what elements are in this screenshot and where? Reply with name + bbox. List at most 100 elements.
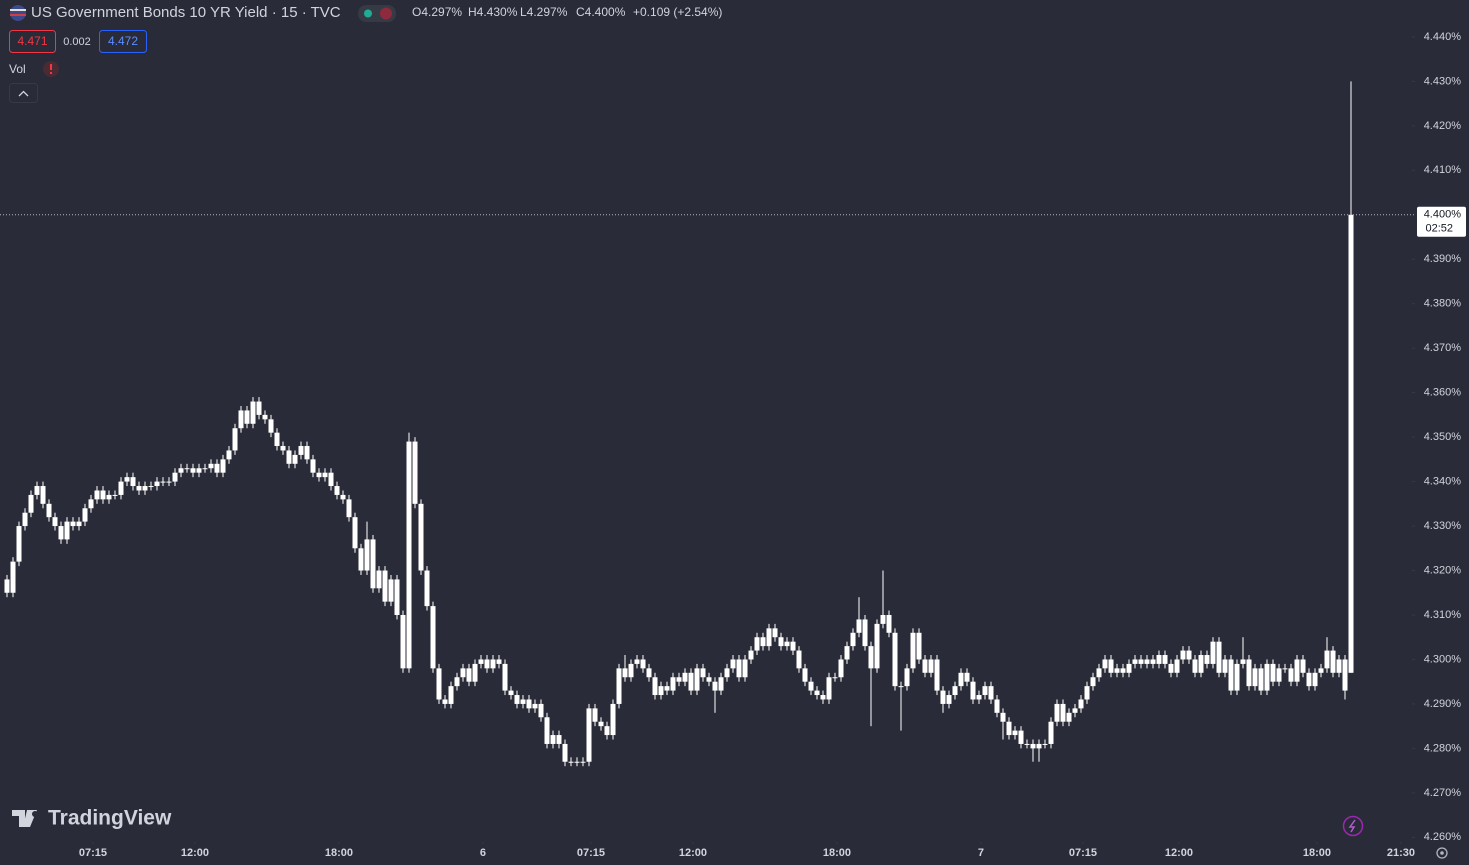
candle-body: [772, 628, 778, 638]
ohlc-low: L4.297%: [520, 5, 568, 19]
candle-body: [178, 468, 184, 473]
candle-body: [574, 761, 580, 763]
candle-body: [988, 686, 994, 700]
candle-body: [532, 703, 538, 709]
candle-body: [58, 526, 64, 540]
ask-price: 4.472: [108, 34, 138, 48]
x-tick-label: 18:00: [823, 847, 851, 859]
collapse-button[interactable]: [9, 83, 38, 103]
countdown-label: 02:52: [1425, 223, 1453, 235]
settings-icon: [1440, 851, 1444, 855]
candle-body: [1318, 668, 1324, 673]
candle-body: [1258, 668, 1264, 691]
y-tick-label: 4.260%: [1424, 831, 1462, 843]
candle-body: [850, 632, 856, 647]
candle-body: [394, 579, 400, 615]
candle-body: [340, 494, 346, 500]
candle-body: [52, 517, 58, 527]
candle-body: [934, 659, 940, 691]
plot-area: 4.440% 4.430% 4.420% 4.410% 4.390% 4.380% 4.37…: [0, 31, 1466, 859]
ohlc-high: H4.430%: [468, 5, 518, 19]
candle-body: [964, 672, 970, 682]
ohlc-open: O4.297%: [412, 5, 462, 19]
candle-body: [430, 606, 436, 669]
candle-body: [952, 686, 958, 696]
candle-body: [784, 641, 790, 647]
candle-body: [1156, 655, 1162, 664]
candle-body: [910, 632, 916, 669]
settings-button[interactable]: [1436, 847, 1448, 859]
candle-body: [496, 659, 502, 664]
y-tick-label: 4.280%: [1424, 742, 1462, 754]
candle-body: [1222, 659, 1228, 673]
candle-body: [226, 450, 232, 460]
candle-body: [478, 659, 484, 664]
candle-body: [616, 668, 622, 704]
lightning-icon: [1348, 819, 1356, 833]
candle-body: [874, 623, 880, 669]
x-tick-label: 12:00: [181, 847, 209, 859]
candle-body: [958, 672, 964, 687]
candle-body: [1192, 659, 1198, 673]
candle-body: [40, 486, 46, 504]
candle-body: [868, 646, 874, 669]
candle-body: [1084, 686, 1090, 700]
spread: 0.002: [63, 36, 91, 48]
candle-body: [1312, 672, 1318, 687]
ohlc-change: +0.109 (+2.54%): [633, 5, 722, 19]
flag-icon: [10, 5, 26, 21]
candle-body: [370, 539, 376, 589]
candle-body: [844, 646, 850, 660]
candle-body: [508, 690, 514, 696]
candle-body: [808, 681, 814, 691]
candle-body: [184, 468, 190, 470]
candle-body: [712, 681, 718, 691]
candle-body: [148, 486, 154, 488]
candle-body: [298, 446, 304, 455]
candle-body: [22, 512, 28, 527]
candle-body: [502, 663, 508, 691]
y-tick-label: 4.290%: [1424, 698, 1462, 710]
candle-body: [286, 450, 292, 464]
candle-body: [1180, 650, 1186, 660]
candle-body: [796, 650, 802, 669]
candle-body: [718, 677, 724, 691]
candle-body: [1036, 743, 1042, 749]
candle-body: [940, 690, 946, 704]
candle-body: [64, 521, 70, 540]
candle-body: [880, 614, 886, 624]
candle-body: [916, 632, 922, 660]
candle-body: [436, 668, 442, 700]
candle-body: [352, 517, 358, 549]
candle-body: [358, 548, 364, 571]
candle-body: [1132, 659, 1138, 664]
y-tick-label: 4.420%: [1424, 120, 1462, 132]
candle-body: [292, 454, 298, 464]
lightning-button[interactable]: [1342, 815, 1364, 837]
candle-body: [1078, 699, 1084, 709]
candle-body: [976, 695, 982, 700]
candle-body: [640, 659, 646, 669]
candle-body: [610, 703, 616, 736]
candle-body: [76, 521, 82, 527]
candle-body: [676, 677, 682, 682]
candle-body: [142, 486, 148, 491]
candle-body: [634, 659, 640, 664]
candle-body: [1294, 659, 1300, 682]
candle-body: [820, 695, 826, 700]
candle-body: [1264, 663, 1270, 691]
x-tick-label: 18:00: [1303, 847, 1331, 859]
last-price-label: 4.400%: [1424, 209, 1462, 221]
symbol-title[interactable]: US Government Bonds 10 YR Yield · 15 · T…: [31, 4, 341, 21]
bid-box[interactable]: [9, 30, 56, 53]
candle-body: [34, 486, 40, 495]
candle-body: [1066, 712, 1072, 722]
x-tick-label: 21:30: [1387, 847, 1415, 859]
candle-body: [1138, 659, 1144, 664]
candle-body: [304, 446, 310, 460]
candle-body: [100, 490, 106, 500]
candle-body: [1012, 730, 1018, 736]
candle-body: [268, 419, 274, 433]
ask-box[interactable]: [99, 30, 147, 53]
